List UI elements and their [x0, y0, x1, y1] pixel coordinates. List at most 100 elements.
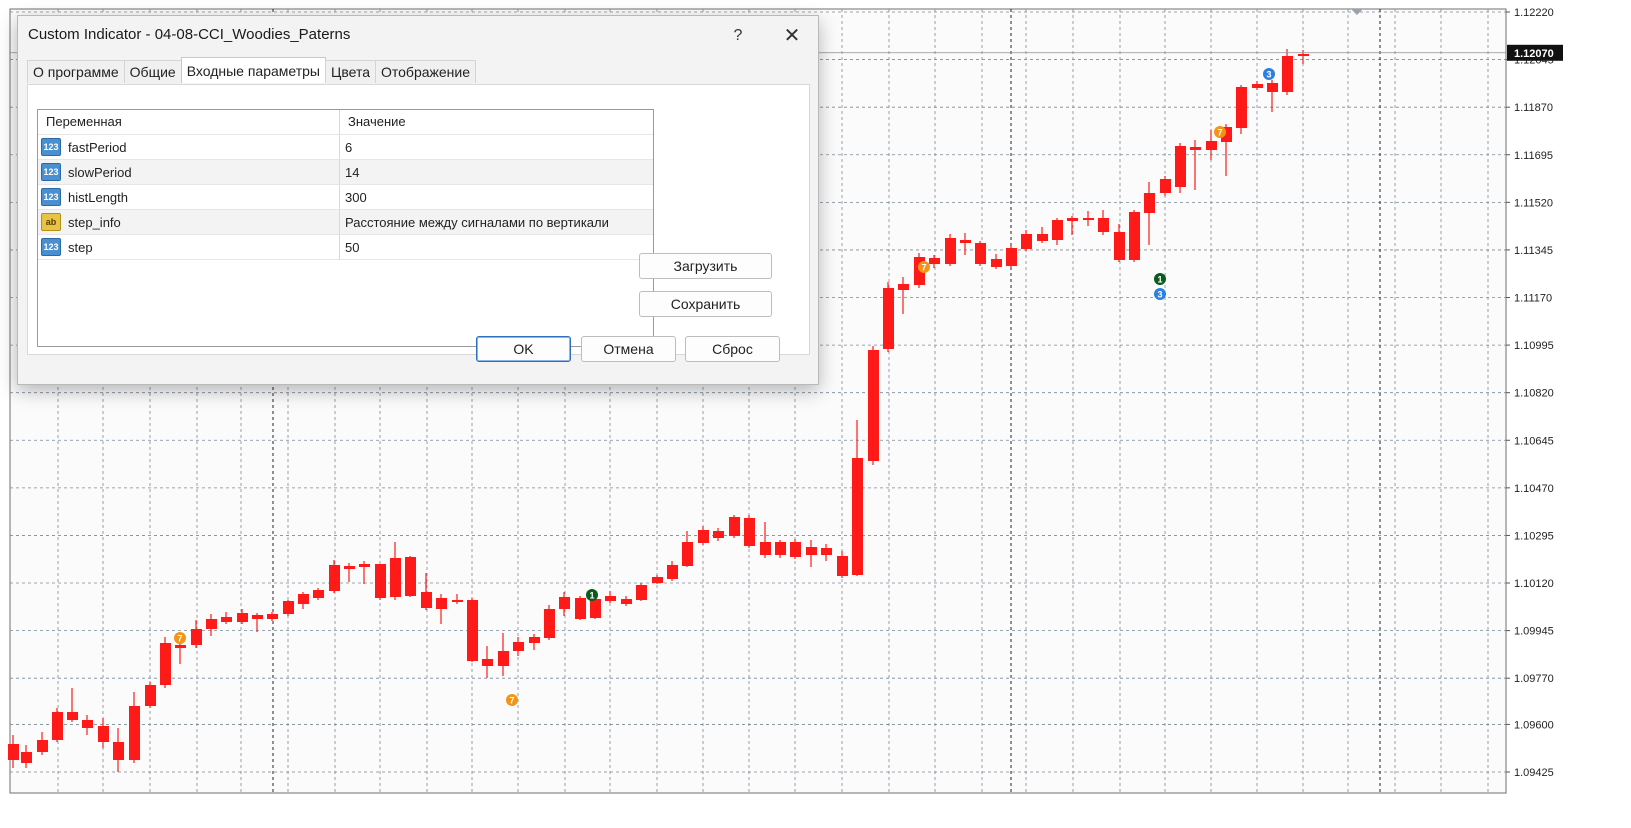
bear-candle	[283, 601, 294, 614]
current-price-label: 1.12070	[1514, 48, 1554, 60]
bear-candle	[344, 566, 355, 569]
bear-candle	[698, 530, 709, 543]
bear-candle	[436, 598, 447, 609]
pattern-marker-3-icon	[1263, 68, 1275, 80]
table-row[interactable]: ab step_info Расстояние между сигналами п…	[38, 210, 653, 235]
pattern-marker-7-icon	[174, 632, 186, 644]
bear-candle	[329, 565, 340, 591]
table-row[interactable]: 123 step 50	[38, 235, 653, 260]
param-value[interactable]: 6	[345, 139, 353, 155]
pattern-marker-label: 7	[177, 634, 182, 644]
bear-candle	[713, 531, 724, 538]
column-header-value[interactable]: Значение	[348, 114, 406, 129]
bear-candle	[1037, 234, 1048, 241]
ok-button[interactable]: OK	[476, 336, 571, 362]
price-axis-label: 1.11520	[1514, 197, 1553, 209]
bear-candle	[1298, 54, 1309, 56]
price-axis-label: 1.11345	[1514, 245, 1553, 257]
bear-candle	[652, 577, 663, 583]
tab-common[interactable]: Общие	[123, 60, 182, 83]
bear-candle	[1206, 141, 1217, 150]
pattern-marker-label: 1	[589, 591, 594, 601]
bear-candle	[960, 240, 971, 243]
bear-candle	[636, 585, 647, 600]
price-axis-label: 1.09425	[1514, 767, 1554, 779]
bear-candle	[313, 590, 324, 598]
help-icon[interactable]: ?	[733, 27, 743, 44]
bear-candle	[467, 600, 478, 661]
bear-candle	[67, 712, 78, 720]
bear-candle	[1052, 220, 1063, 240]
param-name: slowPeriod	[68, 164, 132, 180]
bear-candle	[868, 350, 879, 461]
custom-indicator-dialog: Custom Indicator - 04-08-CCI_Woodies_Pat…	[17, 15, 819, 385]
bear-candle	[8, 744, 19, 760]
bear-candle	[559, 597, 570, 609]
table-row[interactable]: 123 fastPeriod 6	[38, 135, 653, 160]
bear-candle	[544, 609, 555, 638]
dialog-title: Custom Indicator - 04-08-CCI_Woodies_Pat…	[28, 26, 351, 43]
bear-candle	[221, 617, 232, 622]
save-button[interactable]: Сохранить	[639, 291, 772, 317]
pattern-marker-label: 1	[1157, 275, 1162, 285]
bear-candle	[160, 643, 171, 685]
param-name: fastPeriod	[68, 139, 127, 155]
bear-candle	[1267, 83, 1278, 92]
bear-candle	[405, 557, 416, 596]
pattern-marker-7-icon	[506, 694, 518, 706]
bear-candle	[991, 259, 1002, 267]
table-row[interactable]: 123 histLength 300	[38, 185, 653, 210]
bear-candle	[775, 542, 786, 555]
bear-candle	[590, 599, 601, 618]
pattern-marker-3-icon	[1154, 288, 1166, 300]
bear-candle	[267, 614, 278, 619]
bear-candle	[513, 642, 524, 651]
price-axis-label: 1.10470	[1514, 483, 1554, 495]
cancel-button[interactable]: Отмена	[581, 336, 676, 362]
bear-candle	[760, 542, 771, 555]
close-icon[interactable]: ✕	[783, 25, 801, 47]
bear-candle	[837, 556, 848, 576]
bear-candle	[1006, 248, 1017, 266]
parameters-table: Переменная Значение 123 fastPeriod 6 123 s…	[37, 109, 654, 347]
param-name: step_info	[68, 214, 121, 230]
param-name: step	[68, 239, 93, 255]
bear-candle	[1236, 87, 1247, 128]
bear-candle	[682, 542, 693, 566]
bear-candle	[605, 596, 616, 601]
param-name: histLength	[68, 189, 128, 205]
bear-candle	[914, 257, 925, 285]
bear-candle	[790, 542, 801, 557]
param-value[interactable]: 14	[345, 164, 360, 180]
tab-colors[interactable]: Цвета	[325, 60, 376, 83]
price-axis-label: 1.09945	[1514, 626, 1554, 638]
bear-candle	[729, 517, 740, 536]
dialog-tabs: О программе Общие Входные параметры Цвет…	[27, 57, 477, 85]
bear-candle	[929, 258, 940, 264]
price-axis-label: 1.11695	[1514, 150, 1553, 162]
bear-candle	[390, 558, 401, 597]
param-value[interactable]: 300	[345, 189, 367, 205]
reset-button[interactable]: Сброс	[685, 336, 780, 362]
pattern-marker-1-icon	[1154, 273, 1166, 285]
bear-candle	[1129, 212, 1140, 260]
bear-candle	[852, 458, 863, 575]
param-value[interactable]: Расстояние между сигналами по вертикали	[345, 214, 609, 230]
bear-candle	[421, 592, 432, 608]
load-button[interactable]: Загрузить	[639, 253, 772, 279]
param-value[interactable]: 50	[345, 239, 360, 255]
tab-inputs[interactable]: Входные параметры	[180, 57, 326, 83]
bear-candle	[1221, 127, 1232, 142]
table-row[interactable]: 123 slowPeriod 14	[38, 160, 653, 185]
bear-candle	[1083, 218, 1094, 220]
tab-visualization[interactable]: Отображение	[375, 60, 477, 83]
price-axis-label: 1.11170	[1514, 293, 1552, 305]
bear-candle	[452, 600, 463, 602]
bear-candle	[883, 288, 894, 349]
bear-candle	[945, 238, 956, 264]
column-header-variable[interactable]: Переменная	[38, 110, 340, 134]
tab-about[interactable]: О программе	[27, 60, 125, 83]
pattern-marker-7-icon	[918, 261, 930, 273]
bear-candle	[621, 599, 632, 604]
string-type-icon: ab	[41, 213, 61, 231]
